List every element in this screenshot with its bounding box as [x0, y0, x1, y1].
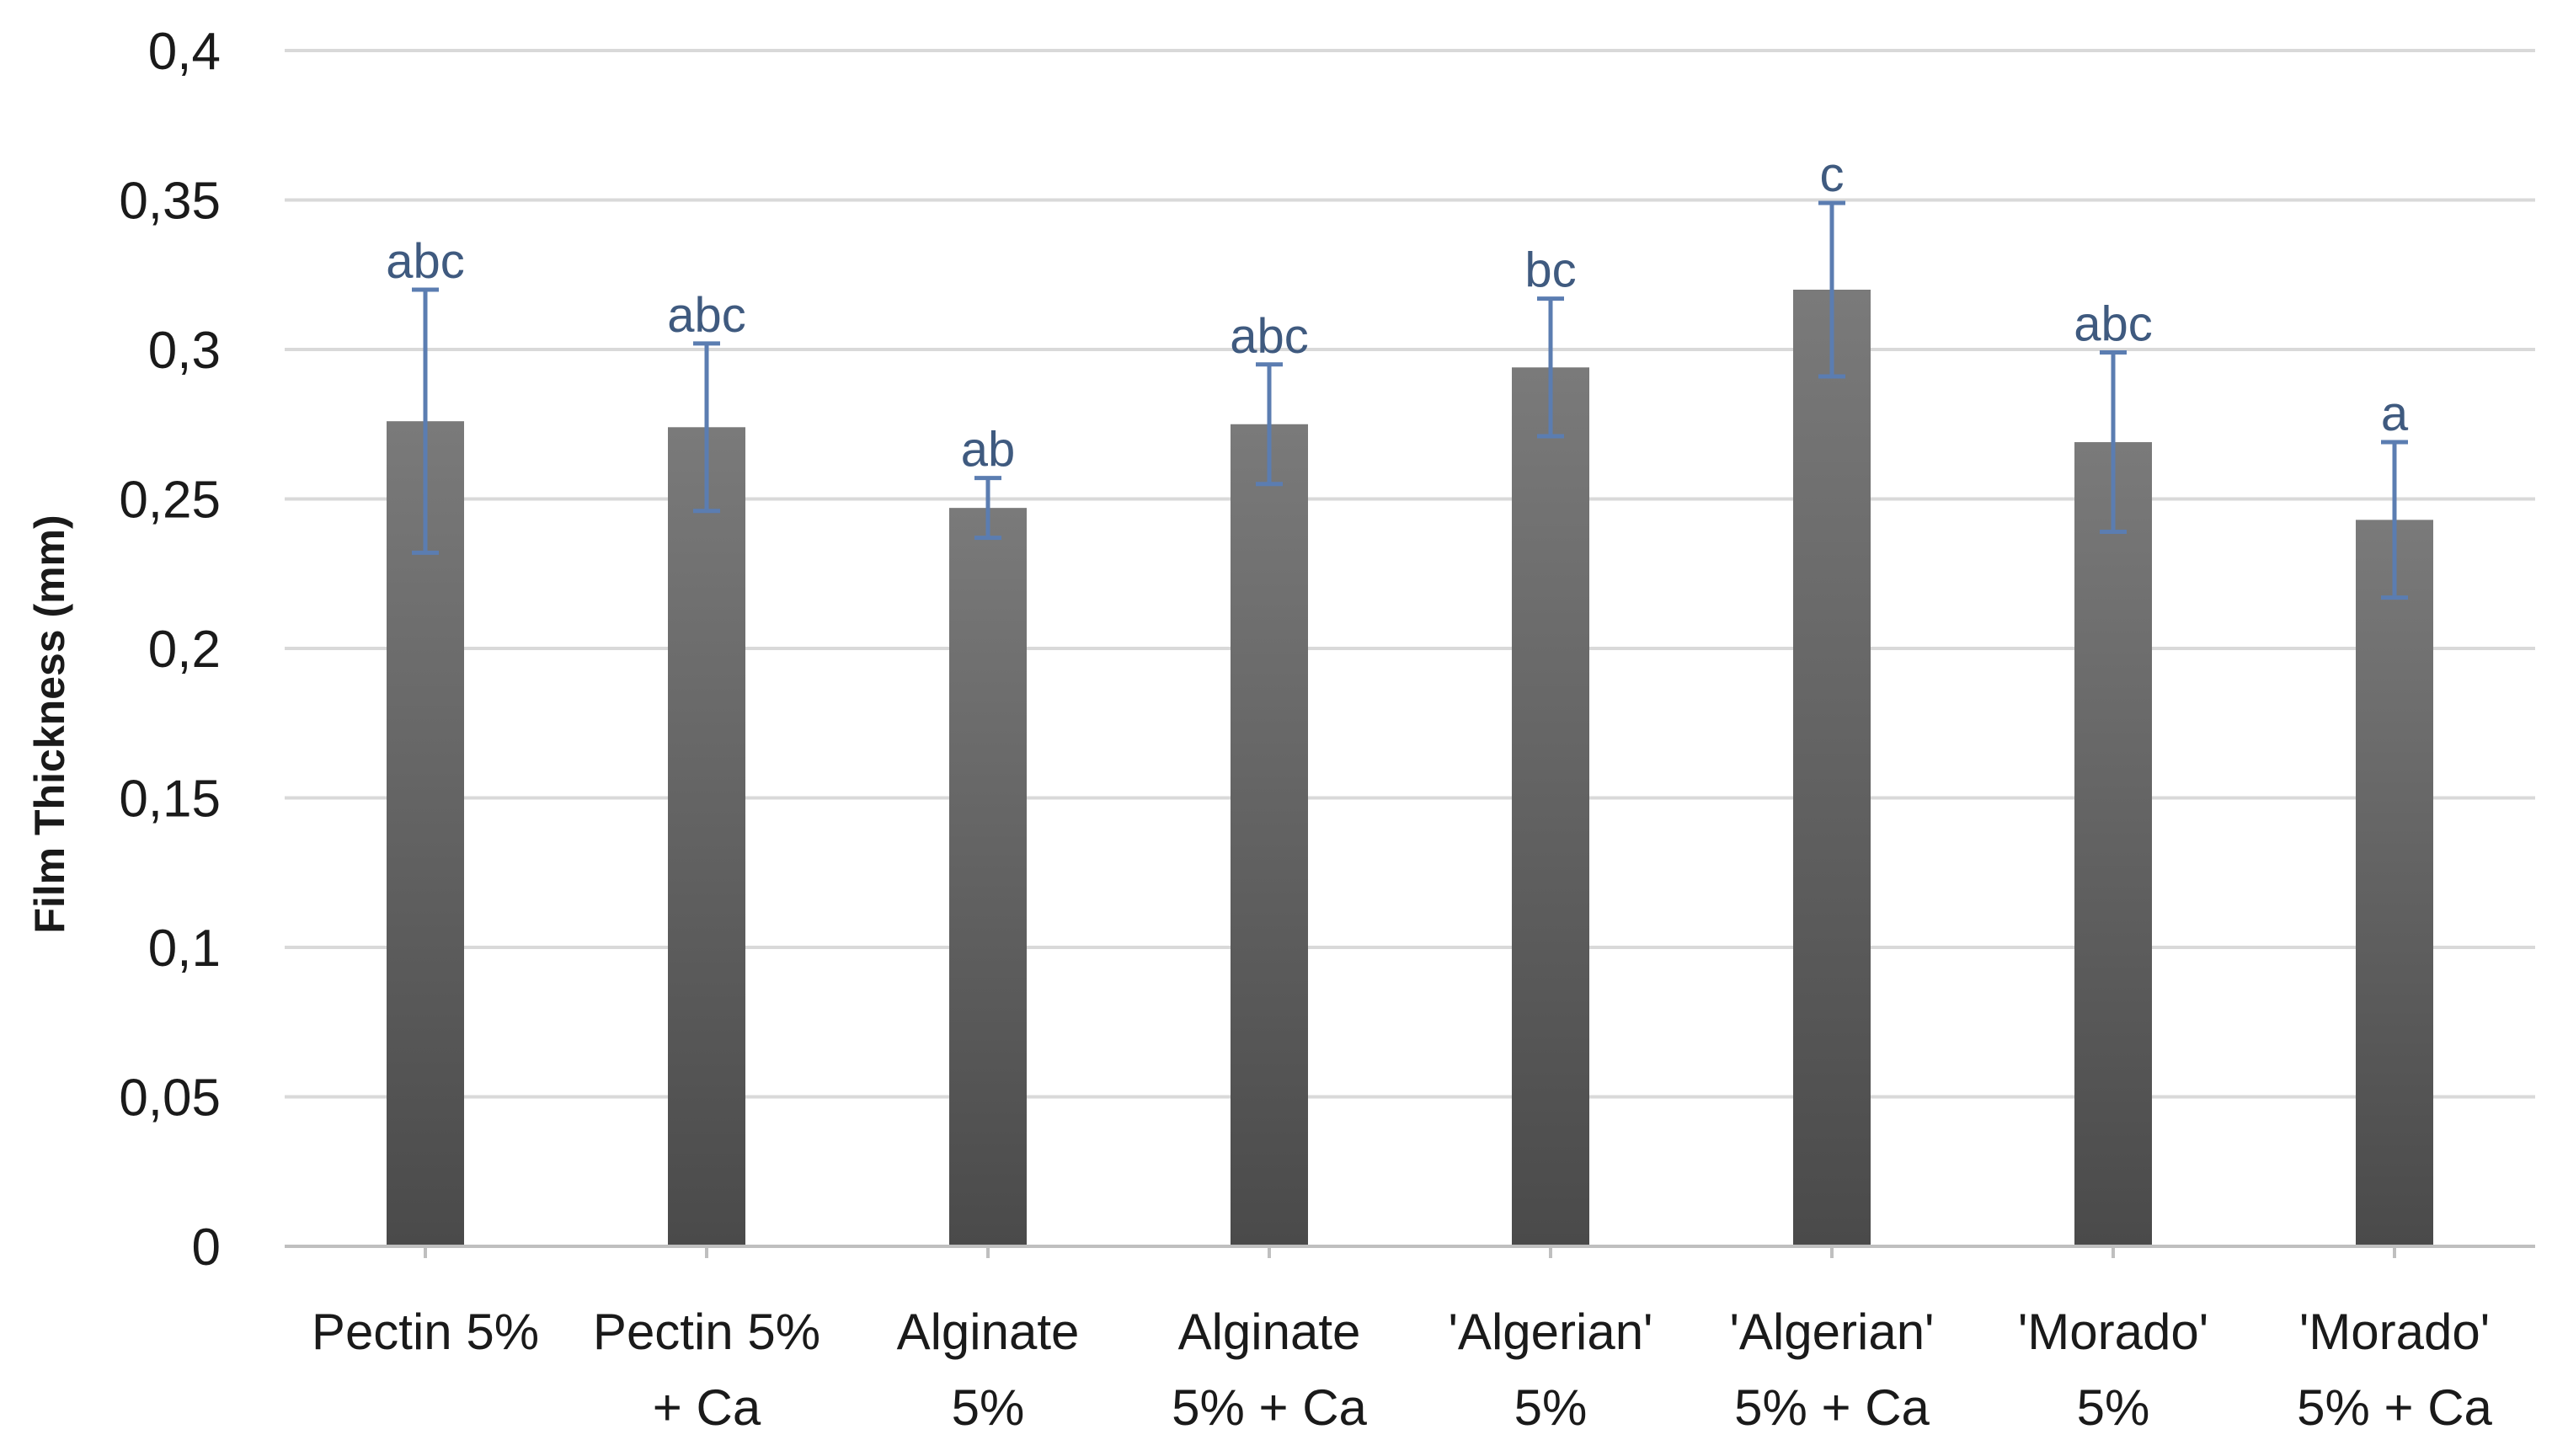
bar: [949, 508, 1027, 1246]
x-tick-label: 5%: [2077, 1379, 2150, 1436]
x-tick-labels: Pectin 5% Pectin 5% + Ca Alginate 5% Alginate…: [312, 1304, 2493, 1436]
bar: [668, 427, 745, 1246]
significance-label: abc: [1230, 309, 1309, 364]
y-tick-label: 0,4: [148, 23, 221, 81]
significance-label: abc: [2074, 297, 2153, 352]
significance-label: c: [1820, 147, 1845, 202]
bar: [387, 421, 464, 1246]
bar: [1231, 424, 1308, 1246]
significance-label: ab: [961, 423, 1016, 477]
significance-label: a: [2381, 387, 2409, 441]
axes: [285, 1245, 2535, 1258]
gridlines: [285, 49, 2535, 1099]
bar: [1512, 367, 1589, 1246]
y-tick-label: 0,3: [148, 322, 221, 380]
error-bars: [412, 200, 2408, 600]
y-tick-label: 0,2: [148, 621, 221, 679]
x-tick-label: Pectin 5%: [312, 1304, 539, 1360]
x-tick-label: 'Algerian': [1448, 1304, 1652, 1360]
x-tick-label: 'Morado': [2018, 1304, 2208, 1360]
x-tick-label: 5%: [1514, 1379, 1588, 1436]
significance-label: bc: [1524, 243, 1576, 298]
x-tick-label: 'Morado': [2299, 1304, 2490, 1360]
y-axis-title: Film Thickness (mm): [26, 515, 73, 933]
bar: [1793, 290, 1871, 1246]
significance-labels: abc abc ab abc bc c abc a: [386, 147, 2409, 477]
x-tick-label: Alginate: [1178, 1304, 1361, 1360]
y-tick-label: 0,05: [119, 1069, 221, 1128]
y-tick-labels: 0 0,05 0,1 0,15 0,2 0,25 0,3 0,35 0,4: [119, 23, 221, 1277]
x-tick-label: 5% + Ca: [1734, 1379, 1930, 1436]
y-tick-label: 0: [192, 1219, 221, 1277]
bars: [387, 290, 2433, 1246]
bar: [2074, 442, 2152, 1246]
x-tick-label: 5%: [952, 1379, 1025, 1436]
x-tick-label: 5% + Ca: [2297, 1379, 2492, 1436]
x-tick-label: Alginate: [897, 1304, 1080, 1360]
x-tick-label: Pectin 5%: [593, 1304, 820, 1360]
y-tick-label: 0,1: [148, 920, 221, 978]
significance-label: abc: [386, 234, 465, 289]
significance-label: abc: [667, 288, 746, 343]
y-tick-label: 0,15: [119, 771, 221, 829]
y-tick-label: 0,35: [119, 173, 221, 231]
bar: [2356, 520, 2433, 1246]
x-tick-label: 'Algerian': [1729, 1304, 1934, 1360]
y-tick-label: 0,25: [119, 472, 221, 530]
x-tick-label: + Ca: [653, 1379, 761, 1436]
x-tick-label: 5% + Ca: [1172, 1379, 1367, 1436]
